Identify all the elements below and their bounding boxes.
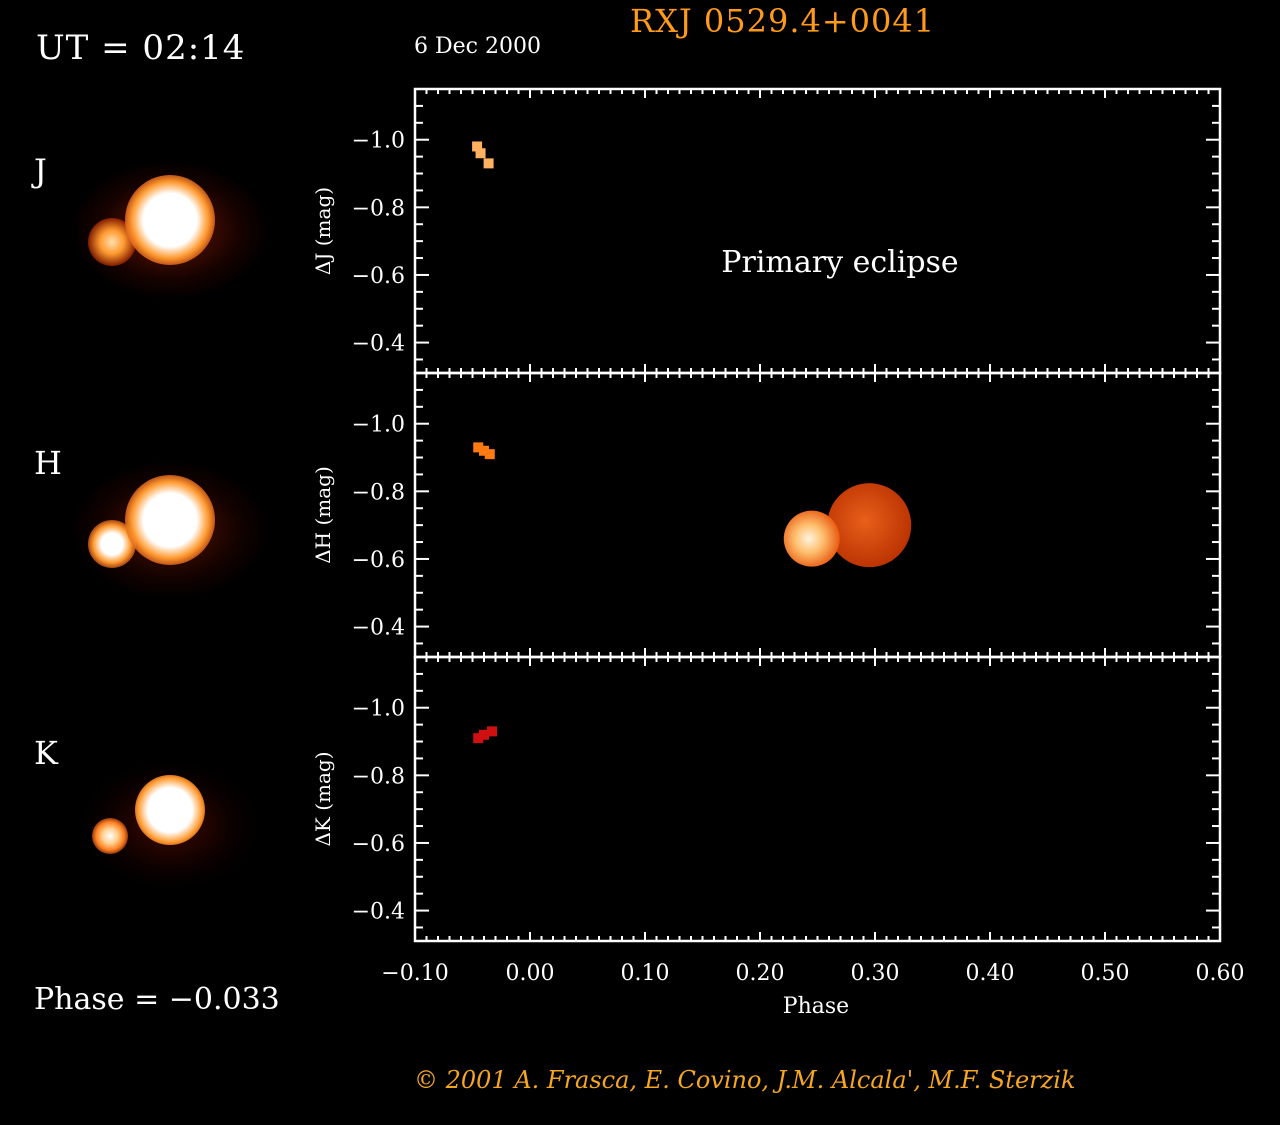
y-tick-label: −0.6	[352, 548, 405, 573]
data-point	[483, 158, 494, 169]
primary-eclipse-annotation: Primary eclipse	[721, 245, 958, 280]
observation-date: 6 Dec 2000	[414, 34, 541, 59]
y-tick-label: −0.6	[352, 264, 405, 289]
k-band-image	[30, 730, 290, 900]
x-tick-label: 0.60	[1196, 961, 1245, 986]
data-point	[473, 442, 484, 453]
data-point	[475, 148, 486, 159]
y-tick-label: −0.8	[352, 196, 405, 221]
data-point	[487, 726, 498, 737]
panel-h: −1.0 −0.8 −0.6 −0.4 ΔH (mag)	[311, 371, 1222, 659]
y-axis-label: ΔK (mag)	[311, 751, 335, 846]
object-title: RXJ 0529.4+0041	[630, 2, 936, 40]
data-point	[473, 733, 484, 744]
panel-j: −1.0 −0.8 −0.6 −0.4 ΔJ (mag)	[311, 87, 1222, 375]
phase-readout: Phase = −0.033	[34, 982, 280, 1017]
copyright-credit: © 2001 A. Frasca, E. Covino, J.M. Alcala…	[414, 1066, 1076, 1094]
y-tick-label: −0.8	[352, 764, 405, 789]
data-point	[479, 729, 489, 740]
ut-time-label: UT = 02:14	[36, 28, 246, 68]
y-tick-label: −0.6	[352, 832, 405, 857]
panel-frame	[413, 655, 1222, 943]
y-tick-label: −1.0	[352, 697, 405, 722]
band-label-k: K	[34, 734, 58, 772]
y-tick-label: −0.4	[352, 332, 405, 357]
y-tick-label: −1.0	[352, 413, 405, 438]
panel-k: −1.0 −0.8 −0.6 −0.4 ΔK (mag)	[311, 655, 1222, 943]
panel-frame	[413, 87, 1222, 375]
band-label-j: J	[34, 152, 47, 190]
large-star-model	[827, 483, 912, 568]
y-axis-label: ΔJ (mag)	[311, 187, 335, 275]
y-tick-label: −0.8	[352, 480, 405, 505]
x-tick-label: 0.20	[736, 961, 785, 986]
band-label-h: H	[34, 444, 62, 482]
x-tick-label: 0.40	[966, 961, 1015, 986]
x-tick-label: 0.00	[506, 961, 555, 986]
y-tick-label: −0.4	[352, 900, 405, 925]
x-tick-label: 0.10	[621, 961, 670, 986]
x-axis-label: Phase	[783, 994, 849, 1019]
data-point	[484, 449, 495, 460]
x-tick-label: 0.50	[1081, 961, 1130, 986]
h-band-image	[30, 440, 290, 610]
y-tick-label: −0.4	[352, 616, 405, 641]
j-band-image	[30, 140, 290, 310]
x-tick-label: 0.30	[851, 961, 900, 986]
y-axis-label: ΔH (mag)	[311, 466, 335, 564]
data-point	[472, 141, 483, 152]
small-star-model	[783, 510, 840, 567]
x-tick-label: −0.10	[381, 961, 448, 986]
data-point	[479, 445, 489, 456]
y-tick-label: −1.0	[352, 129, 405, 154]
